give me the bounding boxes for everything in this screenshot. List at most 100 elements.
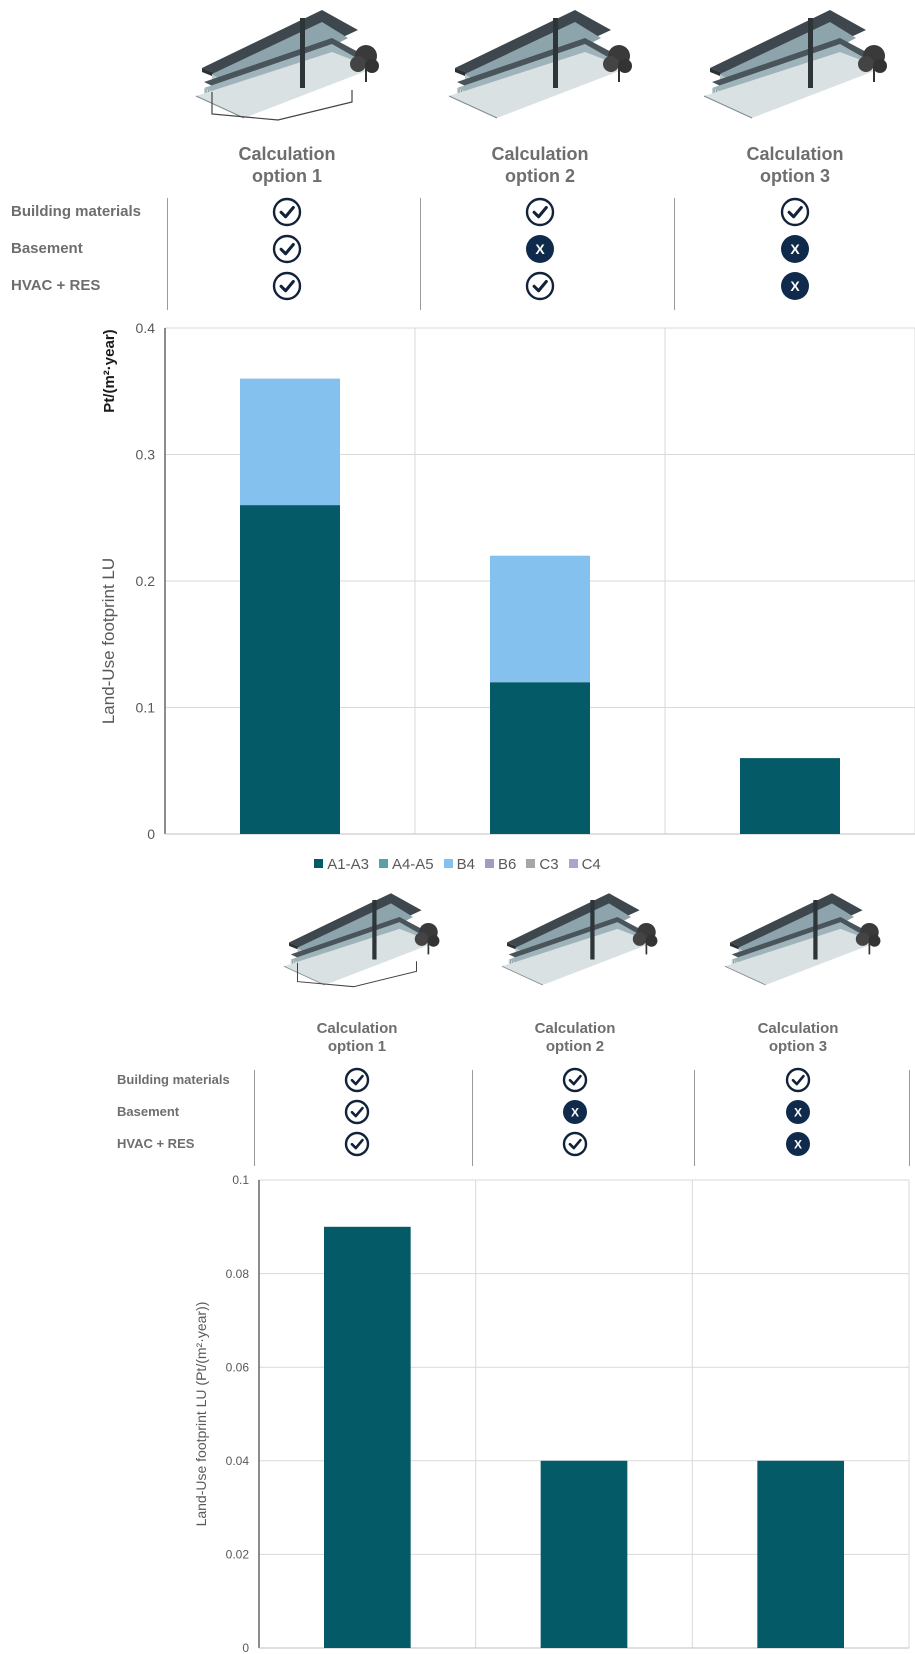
legend-item: B4 [443, 856, 475, 873]
cross-symbol: X [790, 241, 800, 257]
column-divider [167, 198, 168, 310]
check-circle-icon [272, 234, 302, 264]
bar-A1-A3-1 [240, 505, 340, 834]
legend-label: B6 [498, 856, 517, 873]
bar-A1-A3-2 [490, 682, 590, 834]
option-title-line2: option 2 [545, 1038, 605, 1055]
cross-circle-icon: X [781, 272, 809, 300]
legend-swatch [568, 859, 578, 868]
panel-top: Calculation option 1 Calculation option 2 Ca… [11, 10, 915, 873]
bar-1 [324, 1226, 411, 1648]
check-circle-icon [344, 1067, 370, 1093]
check-circle-icon [272, 197, 302, 227]
y-tick-label: 0.1 [136, 699, 156, 715]
option-title-line2: option 1 [327, 1038, 387, 1055]
check-circle-icon [780, 197, 810, 227]
row-label: Basement [117, 1104, 180, 1120]
option-title-line1: Calculation [757, 1020, 839, 1037]
panel-bottom: Calculation option 1 Calculation option 2 Ca… [0, 890, 915, 1654]
check-circle-icon [525, 197, 555, 227]
legend-swatch [526, 859, 536, 868]
cross-symbol: X [790, 278, 800, 294]
cross-symbol: X [794, 1105, 802, 1119]
option-title-2: Calculation option 2 [450, 144, 630, 187]
row-label: Basement [11, 240, 83, 257]
option-title-line1: Calculation [316, 1020, 398, 1037]
bar-3 [757, 1460, 844, 1648]
column-divider [909, 1070, 910, 1166]
y-tick-label: 0.1 [232, 1173, 249, 1187]
option-title-line1: Calculation [238, 144, 336, 164]
building-illustration-2 [448, 10, 632, 119]
check-circle-icon [344, 1099, 370, 1125]
y-tick-label: 0.06 [226, 1360, 250, 1374]
row-label: Building materials [117, 1072, 230, 1088]
row-label: HVAC + RES [11, 277, 101, 294]
option-title-2: Calculation option 2 [485, 1020, 665, 1056]
y-axis-unit-label: Pt/(m²·year) [101, 329, 118, 412]
option-title-line2: option 1 [252, 165, 322, 186]
stacked-bar-chart: 0 0.1 0.2 0.3 0.4 Land-Use footprint LU Pt/(m²… [99, 320, 915, 842]
check-circle-icon [344, 1131, 370, 1157]
cross-circle-icon: X [563, 1100, 587, 1124]
option-title-1: Calculation option 1 [197, 144, 377, 187]
legend-item: B6 [485, 856, 516, 873]
bar-2 [540, 1460, 628, 1648]
row-label: Building materials [11, 203, 142, 220]
legend-label: A1-A3 [327, 856, 369, 873]
check-circle-icon [562, 1131, 588, 1157]
check-circle-icon [272, 271, 302, 301]
column-divider [420, 198, 421, 310]
building-illustration-3 [724, 893, 881, 986]
row-label: HVAC + RES [117, 1136, 195, 1152]
cross-symbol: X [794, 1137, 802, 1151]
option-title-line2: option 2 [505, 165, 575, 186]
legend-item: A1-A3 [314, 856, 369, 873]
option-title-line1: Calculation [491, 144, 589, 164]
legend-item: C4 [568, 856, 601, 873]
option-title-3: Calculation option 3 [708, 1020, 888, 1056]
legend-label: C3 [539, 856, 559, 873]
check-circle-icon [525, 271, 555, 301]
option-title-line2: option 3 [768, 1038, 828, 1055]
cross-circle-icon: X [526, 235, 554, 263]
cross-symbol: X [535, 241, 545, 257]
legend-label: A4-A5 [391, 856, 434, 873]
cross-symbol: X [571, 1105, 579, 1119]
check-circle-icon [562, 1067, 588, 1093]
bar-B4-2 [490, 555, 590, 683]
y-tick-label: 0.3 [136, 446, 156, 462]
option-title-1: Calculation option 1 [267, 1020, 447, 1056]
cross-circle-icon: X [786, 1132, 810, 1156]
bar-A1-A3-3 [740, 758, 840, 834]
y-axis-label: Land-Use footprint LU (Pt/(m²·year)) [193, 1302, 209, 1527]
cross-circle-icon: X [781, 235, 809, 263]
legend-swatch [443, 859, 453, 868]
check-circle-icon [785, 1067, 811, 1093]
legend-item: A4-A5 [378, 856, 434, 873]
option-title-3: Calculation option 3 [705, 144, 885, 187]
column-divider [674, 198, 675, 310]
building-illustration-2 [501, 893, 658, 986]
option-title-line1: Calculation [534, 1020, 616, 1037]
option-title-line1: Calculation [746, 144, 844, 164]
column-divider [254, 1070, 255, 1166]
bar-chart: 0 0.02 0.04 0.06 0.08 0.1 Land-Use footprint L… [193, 1173, 910, 1654]
column-divider [472, 1070, 473, 1166]
legend-swatch [378, 859, 388, 868]
y-tick-label: 0 [147, 826, 155, 842]
legend-swatch [314, 859, 324, 868]
legend-label: C4 [581, 856, 601, 873]
chart-legend: A1-A3 A4-A5 B4 B6 C3 C4 [0, 856, 915, 873]
legend-swatch [485, 859, 495, 868]
bar-B4-1 [240, 378, 340, 506]
building-illustration-1 [195, 10, 379, 121]
column-divider [694, 1070, 695, 1166]
building-illustration-1 [283, 893, 440, 988]
y-tick-label: 0.4 [136, 320, 156, 336]
y-tick-label: 0.04 [226, 1454, 250, 1468]
option-title-line2: option 3 [760, 165, 830, 186]
y-tick-label: 0.2 [136, 573, 156, 589]
cross-circle-icon: X [786, 1100, 810, 1124]
y-tick-label: 0.02 [226, 1548, 250, 1562]
